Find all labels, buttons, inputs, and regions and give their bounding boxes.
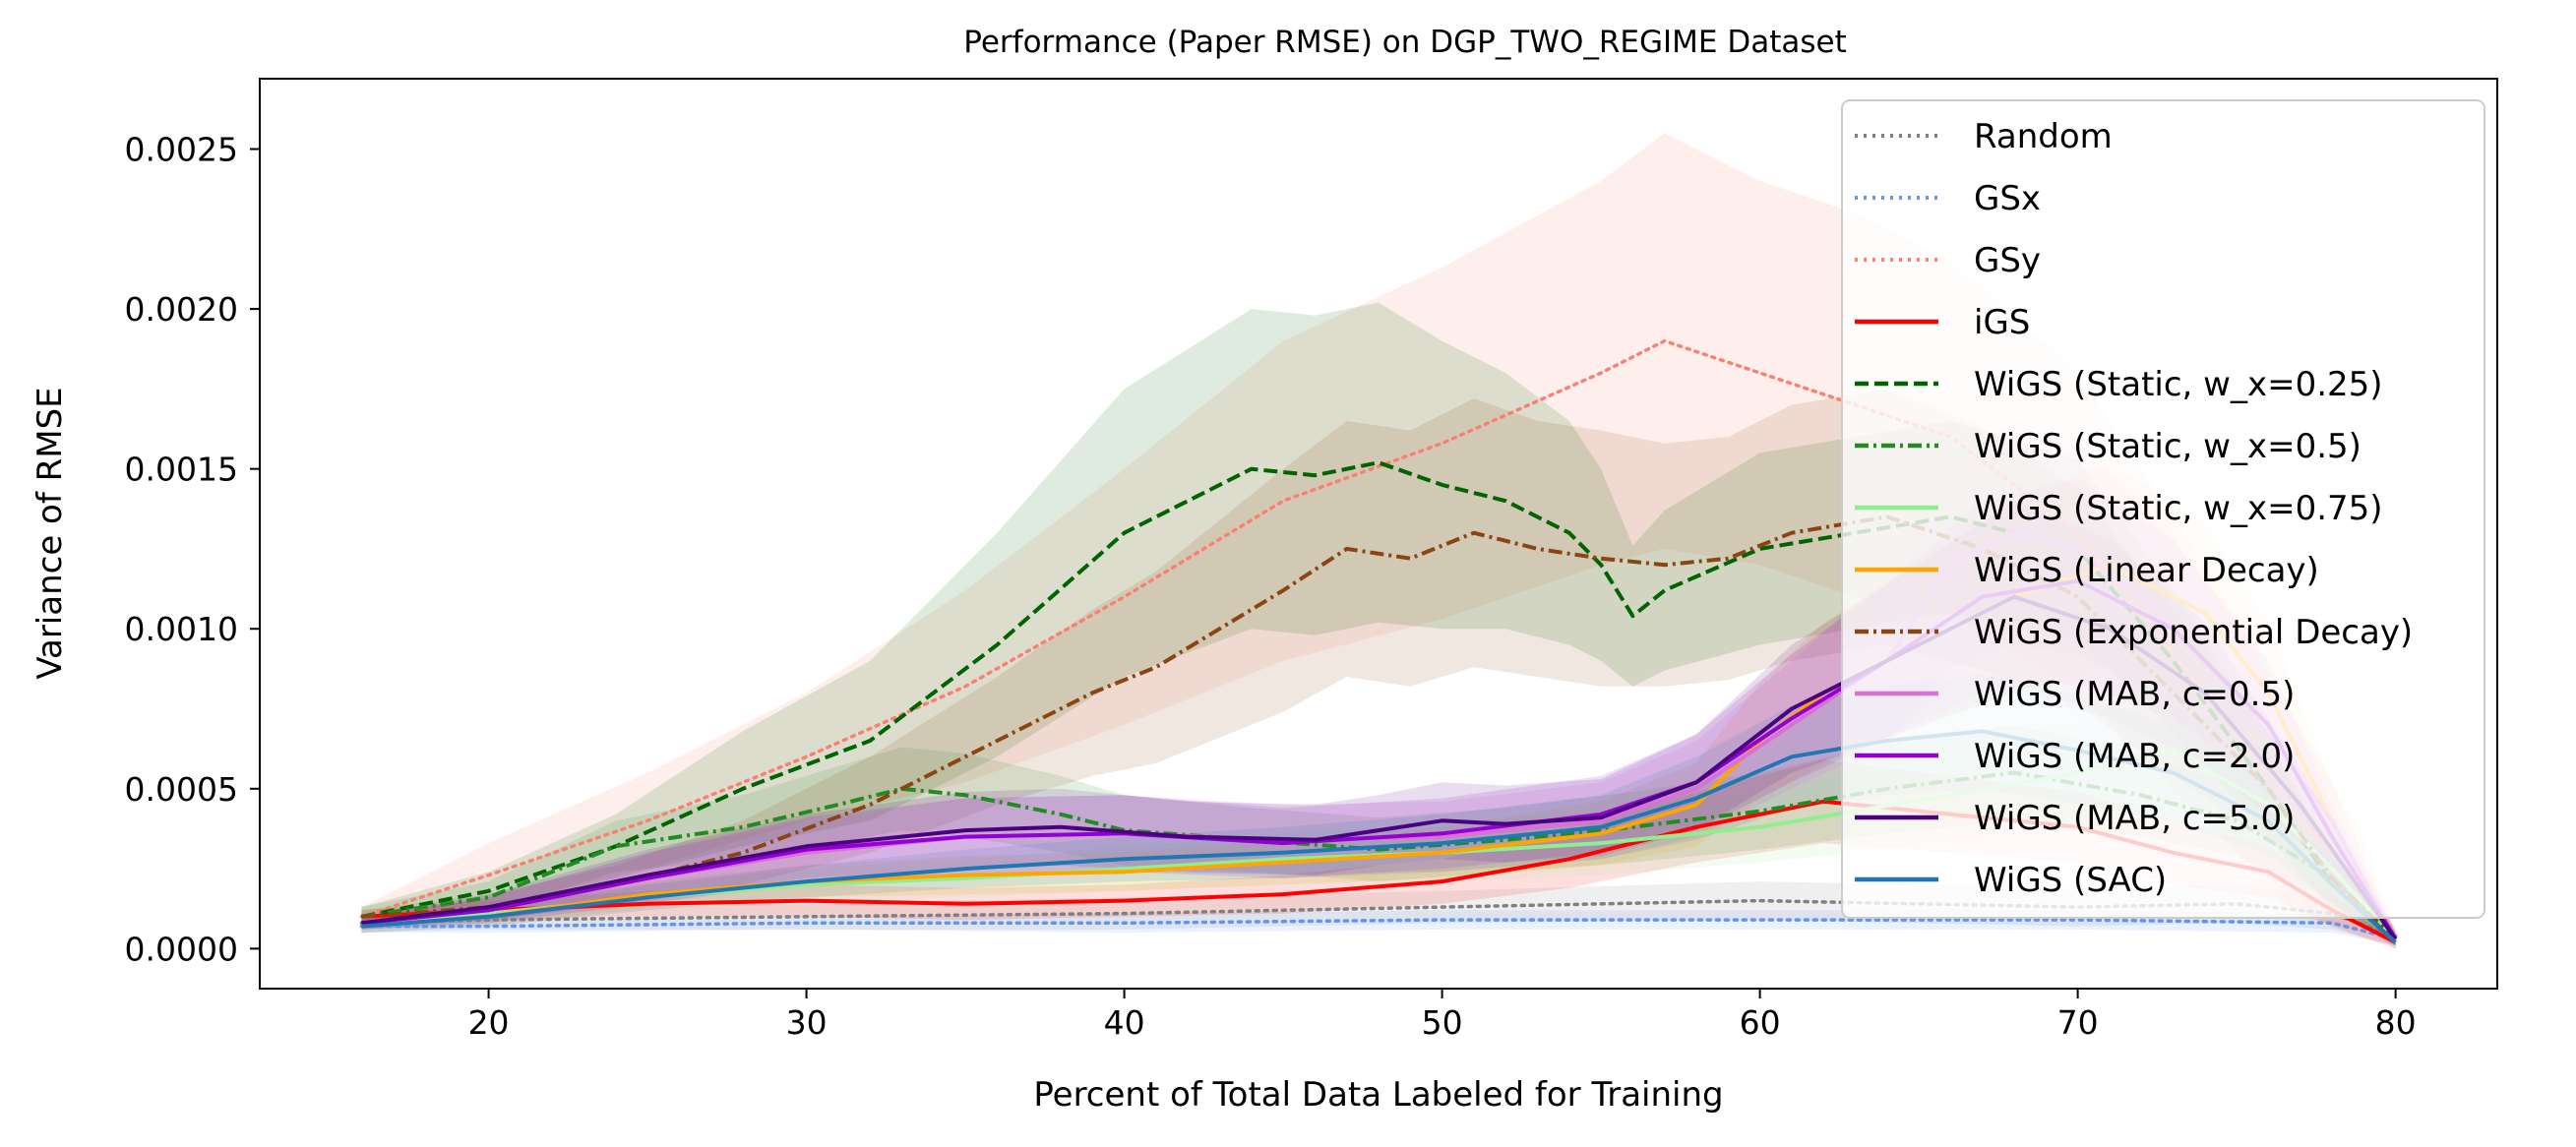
line-wigs-exponential-decay xyxy=(361,514,2397,941)
legend-label-wigs-static-w-x-0-75: WiGS (Static, w_x=0.75) xyxy=(1974,489,2383,528)
legend-label-wigs-mab-c-0-5: WiGS (MAB, c=0.5) xyxy=(1974,675,2295,714)
y-tick-label: 0.0005 xyxy=(125,770,238,809)
legend-label-igs: iGS xyxy=(1974,303,2030,342)
legend-label-wigs-sac: WiGS (SAC) xyxy=(1974,861,2167,900)
x-tick-label: 30 xyxy=(786,1003,828,1042)
legend-label-wigs-static-w-x-0-25: WiGS (Static, w_x=0.25) xyxy=(1974,365,2383,404)
y-tick-label: 0.0010 xyxy=(125,610,238,648)
legend-label-wigs-linear-decay: WiGS (Linear Decay) xyxy=(1974,551,2319,590)
y-tick-label: 0.0000 xyxy=(125,930,238,968)
y-tick-label: 0.0015 xyxy=(125,451,238,489)
legend-box xyxy=(1841,99,2485,919)
x-tick-label: 80 xyxy=(2375,1003,2417,1042)
line-wigs-static-w-x-0-25 xyxy=(361,460,2397,941)
y-axis: 0.0000 0.0005 0.0010 0.0015 0.0020 0.0025 xyxy=(125,131,260,968)
y-tick-label: 0.0025 xyxy=(125,131,238,169)
y-axis-label: Variance of RMSE xyxy=(31,387,70,679)
legend-label-gsy: GSy xyxy=(1974,241,2041,280)
legend-label-wigs-mab-c-2-0: WiGS (MAB, c=2.0) xyxy=(1974,737,2295,776)
x-tick-label: 50 xyxy=(1422,1003,1463,1042)
legend: Random GSx GSy iGS WiGS (Static, w_x=0.25) Wi… xyxy=(1841,99,2485,919)
legend-label-wigs-exponential-decay: WiGS (Exponential Decay) xyxy=(1974,613,2413,652)
x-tick-label: 60 xyxy=(1740,1003,1781,1042)
x-axis-label: Percent of Total Data Labeled for Traini… xyxy=(1033,1075,1723,1115)
legend-label-wigs-static-w-x-0-5: WiGS (Static, w_x=0.5) xyxy=(1974,427,2361,466)
legend-label-random: Random xyxy=(1974,117,2113,156)
y-tick-label: 0.0020 xyxy=(125,290,238,329)
chart-title: Performance (Paper RMSE) on DGP_TWO_REGI… xyxy=(963,25,1846,60)
x-tick-label: 40 xyxy=(1104,1003,1145,1042)
x-axis: 20 30 40 50 60 70 80 xyxy=(468,989,2417,1042)
x-tick-label: 20 xyxy=(468,1003,510,1042)
legend-label-wigs-mab-c-5-0: WiGS (MAB, c=5.0) xyxy=(1974,799,2295,838)
line-gsx xyxy=(359,918,2398,941)
x-tick-label: 70 xyxy=(2057,1003,2099,1042)
plot-frame xyxy=(259,78,2498,990)
legend-label-gsx: GSx xyxy=(1974,179,2041,218)
band-wigs-mab-c-0-5 xyxy=(361,420,2396,946)
